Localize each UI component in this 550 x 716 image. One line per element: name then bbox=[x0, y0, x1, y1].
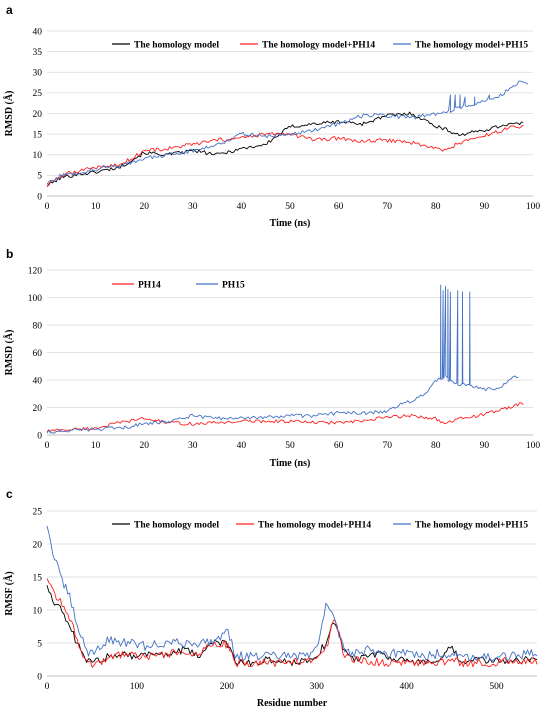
x-tick-label: 40 bbox=[237, 441, 247, 451]
y-tick-label: 5 bbox=[37, 172, 42, 182]
y-tick-label: 15 bbox=[33, 130, 43, 140]
x-tick-label: 0 bbox=[45, 441, 50, 451]
chart-panel-c: c 0 5 10 15 20 25 0 100 200 300 400 500 Residue numbe… bbox=[3, 487, 538, 709]
x-axis-label: Time (ns) bbox=[270, 458, 311, 469]
x-tick-label: 20 bbox=[139, 441, 149, 451]
y-tick-label: 100 bbox=[28, 294, 43, 304]
y-tick-label: 25 bbox=[33, 89, 43, 99]
panel-letter-a: a bbox=[6, 3, 13, 17]
y-tick-label: 20 bbox=[33, 540, 43, 550]
y-tick-label: 60 bbox=[33, 349, 43, 359]
legend-label: The homology model+PH15 bbox=[415, 40, 528, 50]
legend-label: The homology model bbox=[134, 40, 219, 50]
x-axis-label: Residue number bbox=[257, 698, 328, 709]
y-tick-label: 20 bbox=[33, 404, 43, 414]
y-tick-label: 40 bbox=[33, 376, 43, 386]
y-tick-label: 5 bbox=[37, 639, 42, 649]
y-tick-label: 10 bbox=[33, 606, 43, 616]
series-line-1 bbox=[46, 585, 538, 667]
x-tick-label: 300 bbox=[310, 682, 325, 692]
legend-label: The homology model bbox=[134, 520, 219, 530]
x-tick-label: 50 bbox=[285, 441, 295, 451]
y-tick-label: 80 bbox=[33, 321, 43, 331]
x-tick-label: 40 bbox=[237, 202, 247, 212]
y-axis-label: RMSD (Å) bbox=[3, 330, 15, 376]
y-axis-label: RMSD (Å) bbox=[3, 91, 15, 137]
series-line-2 bbox=[46, 284, 519, 434]
legend-label: PH14 bbox=[138, 280, 161, 290]
series-line-2 bbox=[46, 124, 524, 187]
series-line-2 bbox=[46, 578, 538, 668]
legend-label: The homology model+PH15 bbox=[415, 520, 528, 530]
x-tick-label: 70 bbox=[382, 441, 392, 451]
x-tick-label: 30 bbox=[188, 441, 198, 451]
x-tick-label: 70 bbox=[382, 202, 392, 212]
y-tick-label: 30 bbox=[33, 69, 43, 79]
y-tick-label: 35 bbox=[33, 48, 43, 58]
x-tick-label: 60 bbox=[334, 441, 344, 451]
series-line-3 bbox=[46, 80, 529, 185]
legend-label: The homology model+PH14 bbox=[258, 520, 371, 530]
series-line-1 bbox=[46, 111, 524, 187]
y-tick-label: 0 bbox=[37, 672, 42, 682]
y-tick-label: 25 bbox=[33, 507, 43, 517]
x-tick-label: 0 bbox=[45, 202, 50, 212]
chart-panel-b: b 0 20 40 60 80 100 120 0 10 20 30 40 50 60 70 80 90 100 Ti… bbox=[3, 247, 540, 469]
x-tick-label: 90 bbox=[480, 441, 490, 451]
y-tick-label: 40 bbox=[33, 27, 43, 37]
x-tick-label: 100 bbox=[526, 441, 541, 451]
x-tick-label: 30 bbox=[188, 202, 198, 212]
x-tick-label: 400 bbox=[400, 682, 415, 692]
panel-letter-b: b bbox=[6, 247, 13, 261]
x-tick-label: 80 bbox=[431, 441, 441, 451]
x-tick-label: 0 bbox=[45, 682, 50, 692]
x-tick-label: 50 bbox=[285, 202, 295, 212]
chart-panel-a: a 0 5 10 15 20 25 30 35 40 0 10 20 30 40 50 60 70 80 90 100 T… bbox=[3, 3, 540, 229]
legend-label: The homology model+PH14 bbox=[262, 40, 375, 50]
x-tick-label: 100 bbox=[526, 202, 541, 212]
x-tick-label: 500 bbox=[489, 682, 504, 692]
series-line-1 bbox=[46, 402, 524, 433]
x-tick-label: 10 bbox=[91, 202, 101, 212]
y-tick-label: 120 bbox=[28, 266, 43, 276]
x-tick-label: 80 bbox=[431, 202, 441, 212]
y-tick-label: 0 bbox=[37, 431, 42, 441]
x-axis-label: Time (ns) bbox=[270, 218, 311, 229]
x-tick-label: 10 bbox=[91, 441, 101, 451]
y-axis-label: RMSF (Å) bbox=[3, 571, 15, 615]
x-tick-label: 20 bbox=[139, 202, 149, 212]
y-tick-label: 20 bbox=[33, 110, 43, 120]
y-tick-label: 10 bbox=[33, 151, 43, 161]
x-tick-label: 200 bbox=[220, 682, 235, 692]
y-tick-label: 15 bbox=[33, 573, 43, 583]
legend-label: PH15 bbox=[222, 280, 245, 290]
panel-letter-c: c bbox=[6, 487, 13, 501]
x-tick-label: 90 bbox=[480, 202, 490, 212]
series-line-3 bbox=[46, 525, 538, 662]
x-tick-label: 100 bbox=[130, 682, 145, 692]
y-tick-label: 0 bbox=[37, 192, 42, 202]
x-tick-label: 60 bbox=[334, 202, 344, 212]
